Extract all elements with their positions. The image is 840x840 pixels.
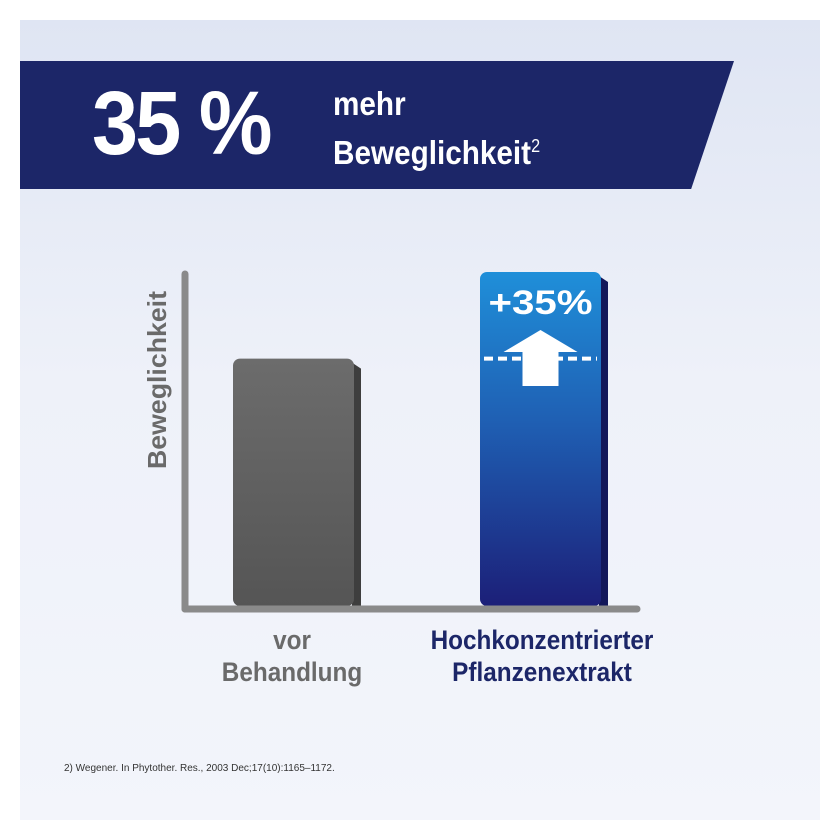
bar-pflanzenextrakt: [480, 272, 601, 606]
x-tick-label-pflanzenextrakt: Hochkonzentrierter Pflanzenextrakt: [407, 624, 677, 688]
x-tick-label-line: Behandlung: [221, 657, 363, 687]
headline-line2: Beweglichkeit2: [333, 125, 540, 174]
up-arrow-icon: [503, 330, 578, 386]
headline-banner: [20, 61, 734, 189]
x-tick-label-line: Pflanzenextrakt: [452, 657, 632, 687]
x-tick-label-vor-behandlung: vor Behandlung: [202, 624, 382, 688]
bars-layer: +35%: [233, 272, 608, 606]
x-tick-label-line: vor: [273, 625, 311, 655]
bar-pflanzenextrakt-side: [599, 276, 608, 606]
headline-line1: mehr: [333, 85, 406, 122]
headline-footnote-ref: 2: [531, 136, 541, 156]
bar-vor-behandlung-side: [352, 362, 361, 606]
bar-vor-behandlung: [233, 358, 354, 606]
headline-percentage: 35 %: [92, 74, 272, 174]
headline-line2-text: Beweglichkeit: [333, 134, 532, 171]
y-axis-label: Beweglichkeit: [142, 291, 172, 469]
footnote: 2) Wegener. In Phytother. Res., 2003 Dec…: [64, 763, 335, 774]
x-tick-label-line: Hochkonzentrierter: [430, 625, 654, 655]
headline-text: mehr Beweglichkeit2: [333, 83, 540, 174]
increase-annotation-label: +35%: [489, 284, 593, 322]
